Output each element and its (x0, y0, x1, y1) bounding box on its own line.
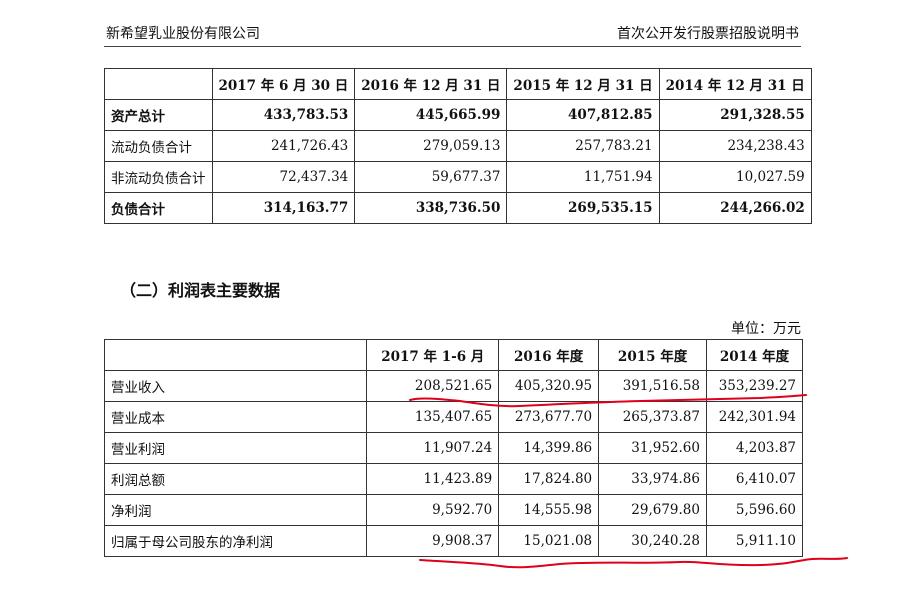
column-header: 2017 年 6 月 30 日 (211, 68, 356, 100)
cell-value: 15,021.08 (498, 525, 600, 557)
cell-value: 241,726.43 (211, 130, 356, 162)
row-label: 归属于母公司股东的净利润 (103, 525, 368, 557)
cell-value: 273,677.70 (498, 401, 600, 433)
row-label: 资产总计 (104, 99, 213, 131)
cell-value: 9,592.70 (366, 494, 500, 526)
table-row: 资产总计 433,783.53 445,665.99 407,812.85 29… (104, 99, 812, 131)
cell-value: 265,373.87 (598, 401, 707, 433)
cell-value: 11,751.94 (506, 161, 660, 193)
row-label: 流动负债合计 (104, 130, 213, 162)
column-header: 2014 年 12 月 31 日 (658, 68, 812, 100)
cell-value: 353,239.27 (706, 370, 803, 402)
cell-value: 433,783.53 (211, 99, 356, 131)
cell-value: 135,407.65 (366, 401, 500, 433)
cell-value: 6,410.07 (706, 463, 803, 495)
column-header: 2016 年度 (498, 339, 600, 371)
unit-label: 单位：万元 (731, 321, 801, 337)
cell-value: 59,677.37 (354, 161, 508, 193)
cell-value: 269,535.15 (506, 192, 660, 224)
cell-value: 29,679.80 (598, 494, 707, 526)
cell-value: 33,974.86 (598, 463, 707, 495)
table-row: 归属于母公司股东的净利润 9,908.37 15,021.08 30,240.2… (103, 525, 803, 557)
income-statement-table: 2017 年 1-6 月 2016 年度 2015 年度 2014 年度 营业收… (103, 339, 803, 557)
net-profit-underline (419, 557, 848, 569)
row-label: 利润总额 (103, 463, 368, 495)
cell-value: 14,399.86 (498, 432, 600, 464)
table-row: 营业利润 11,907.24 14,399.86 31,952.60 4,203… (103, 432, 803, 464)
cell-value: 31,952.60 (598, 432, 707, 464)
row-label: 负债合计 (104, 192, 213, 224)
table-row: 净利润 9,592.70 14,555.98 29,679.80 5,596.6… (103, 494, 803, 526)
balance-sheet-table: 2017 年 6 月 30 日 2016 年 12 月 31 日 2015 年 … (104, 68, 812, 224)
cell-value: 10,027.59 (658, 161, 812, 193)
cell-value: 242,301.94 (706, 401, 803, 433)
table-row: 非流动负债合计 72,437.34 59,677.37 11,751.94 10… (104, 161, 812, 193)
cell-value: 279,059.13 (354, 130, 508, 162)
cell-value: 14,555.98 (498, 494, 600, 526)
cell-value: 9,908.37 (366, 525, 500, 557)
cell-value: 30,240.28 (598, 525, 707, 557)
cell-value: 391,516.58 (598, 370, 707, 402)
column-header: 2016 年 12 月 31 日 (354, 68, 508, 100)
cell-value: 72,437.34 (211, 161, 356, 193)
document-title: 首次公开发行股票招股说明书 (617, 26, 799, 42)
cell-value: 445,665.99 (354, 99, 508, 131)
page-header: 新希望乳业股份有限公司 首次公开发行股票招股说明书 (104, 20, 801, 47)
table-row: 营业收入 208,521.65 405,320.95 391,516.58 35… (103, 370, 803, 402)
cell-value: 208,521.65 (366, 370, 500, 402)
row-label: 非流动负债合计 (104, 161, 213, 193)
row-label: 营业收入 (103, 370, 368, 402)
cell-value: 257,783.21 (506, 130, 660, 162)
column-header: 2015 年 12 月 31 日 (506, 68, 660, 100)
cell-value: 11,423.89 (366, 463, 500, 495)
company-name: 新希望乳业股份有限公司 (106, 26, 260, 42)
table-row: 利润总额 11,423.89 17,824.80 33,974.86 6,410… (103, 463, 803, 495)
column-header (104, 68, 213, 100)
column-header (103, 339, 368, 371)
cell-value: 5,911.10 (706, 525, 803, 557)
cell-value: 234,238.43 (658, 130, 812, 162)
cell-value: 405,320.95 (498, 370, 600, 402)
table-row: 营业成本 135,407.65 273,677.70 265,373.87 24… (103, 401, 803, 433)
cell-value: 4,203.87 (706, 432, 803, 464)
column-header: 2015 年度 (598, 339, 707, 371)
cell-value: 17,824.80 (498, 463, 600, 495)
cell-value: 11,907.24 (366, 432, 500, 464)
row-label: 净利润 (103, 494, 368, 526)
cell-value: 5,596.60 (706, 494, 803, 526)
column-header: 2017 年 1-6 月 (366, 339, 500, 371)
row-label: 营业成本 (103, 401, 368, 433)
cell-value: 291,328.55 (658, 99, 812, 131)
row-label: 营业利润 (103, 432, 368, 464)
table-row: 负债合计 314,163.77 338,736.50 269,535.15 24… (104, 192, 812, 224)
cell-value: 314,163.77 (211, 192, 356, 224)
table-header-row: 2017 年 6 月 30 日 2016 年 12 月 31 日 2015 年 … (104, 68, 812, 100)
column-header: 2014 年度 (706, 339, 803, 371)
table-header-row: 2017 年 1-6 月 2016 年度 2015 年度 2014 年度 (103, 339, 803, 371)
cell-value: 338,736.50 (354, 192, 508, 224)
section-title: （二）利润表主要数据 (120, 281, 281, 300)
cell-value: 244,266.02 (658, 192, 812, 224)
cell-value: 407,812.85 (506, 99, 660, 131)
table-row: 流动负债合计 241,726.43 279,059.13 257,783.21 … (104, 130, 812, 162)
